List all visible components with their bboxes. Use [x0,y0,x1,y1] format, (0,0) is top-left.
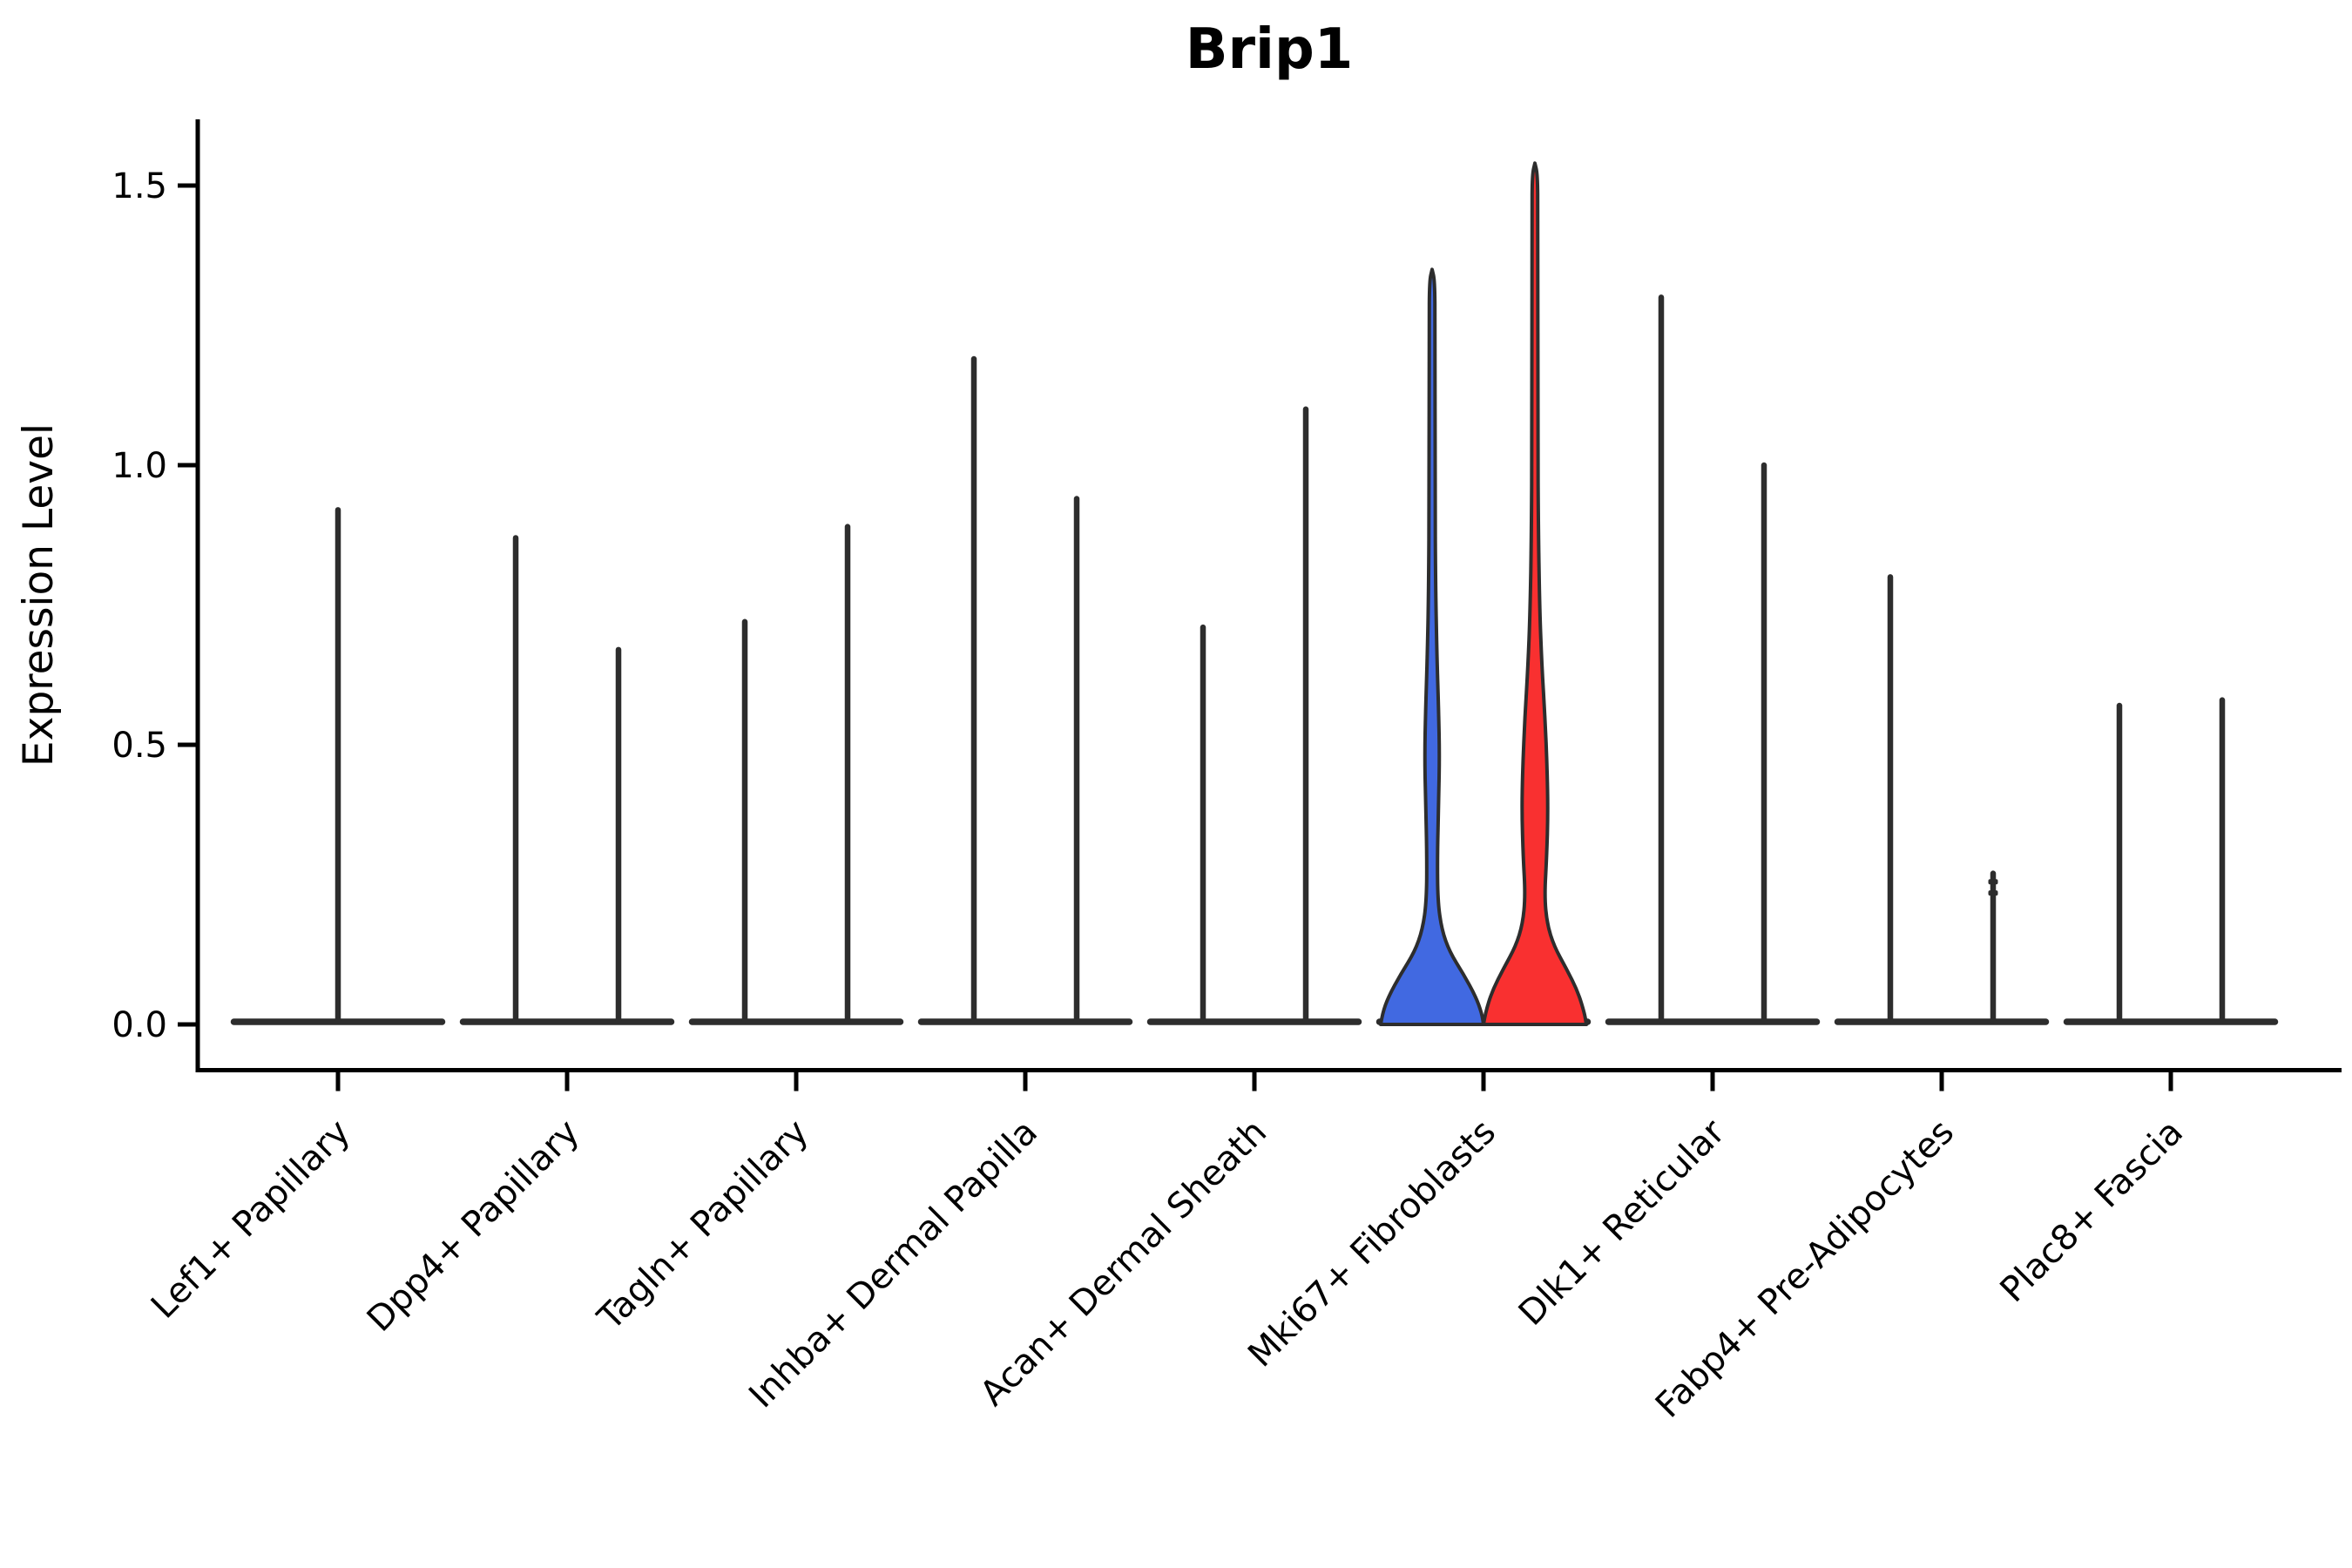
violins-layer [230,161,2279,1026]
x-tick-label: Plac8+ Fascia [1993,1112,2192,1311]
x-tick-label: Tagln+ Papillary [590,1112,816,1339]
plot-title: Brip1 [1186,17,1354,82]
violin-left-filled [1379,267,1485,1026]
x-tick-label: Dlk1+ Reticular [1511,1112,1734,1334]
x-tick-label: Lef1+ Papillary [144,1112,358,1327]
violin-spike-knob [1988,890,1998,896]
violin-right-filled [1482,161,1588,1026]
violin-spike-knob [1988,879,1998,885]
y-axis-label: Expression Level [15,423,63,767]
x-tick-label: Dpp4+ Papillary [360,1112,587,1340]
y-tick-label: 1.5 [112,166,167,206]
y-tick-label: 1.0 [112,446,167,486]
x-axis: Lef1+ Papillary Dpp4+ Papillary Tagln+ Pap… [144,1068,2342,1426]
x-tick-label: Mki67+ Fibroblasts [1240,1112,1504,1375]
y-axis: 0.0 0.5 1.0 1.5 [112,119,200,1072]
y-tick-label: 0.0 [112,1005,167,1045]
y-tick-label: 0.5 [112,726,167,766]
